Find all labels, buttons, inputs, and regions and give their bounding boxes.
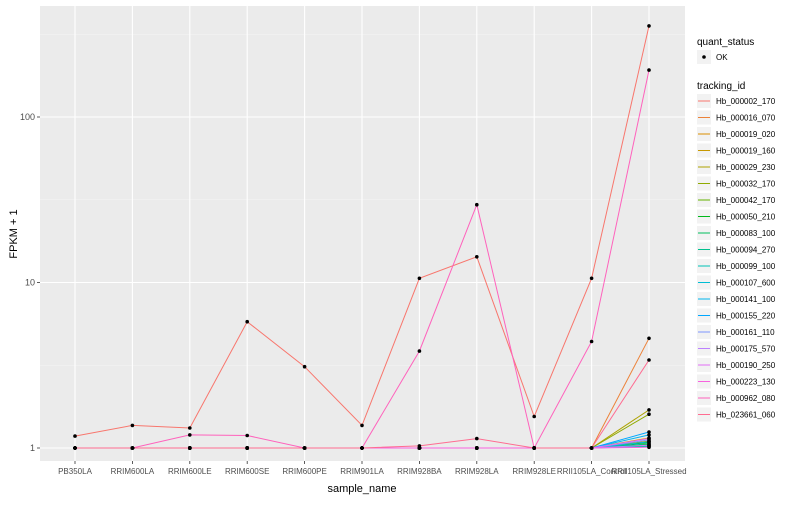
legend-series-label: Hb_000962_080 (716, 394, 776, 403)
legend-series-label: Hb_000032_170 (716, 180, 776, 189)
data-point (360, 423, 364, 428)
data-point (73, 434, 77, 438)
x-tick-label: RRIM928LE (512, 467, 556, 476)
legend-series-label: Hb_000161_110 (716, 328, 775, 337)
legend-series-label: Hb_000141_100 (716, 295, 776, 304)
legend-series-label: Hb_000019_160 (716, 147, 776, 156)
legend-color-entries: Hb_000002_170 Hb_000016_070 Hb_000019_020 H… (697, 94, 776, 422)
data-point (647, 436, 651, 441)
data-point (245, 319, 249, 324)
y-axis-ticks: 1 10 100 (20, 112, 40, 453)
data-point (130, 446, 135, 450)
data-point (647, 430, 651, 434)
legend-series-label: Hb_000019_020 (716, 130, 776, 139)
grid-lines (40, 6, 685, 461)
data-point (188, 433, 192, 437)
data-point (647, 408, 651, 412)
legend-series-label: Hb_000155_220 (716, 312, 776, 321)
legend-shape-label: OK (716, 53, 728, 62)
data-point (589, 339, 594, 344)
x-tick-label: RRIM928LA (455, 467, 499, 476)
x-tick-label: RRIM600PE (282, 467, 326, 476)
legend-color-title: tracking_id (697, 81, 745, 92)
legend-series-label: Hb_000099_100 (716, 262, 776, 271)
legend-series-label: Hb_000223_130 (716, 378, 776, 387)
data-point (647, 336, 651, 341)
data-point (532, 446, 536, 450)
data-point (475, 254, 479, 259)
legend-series-label: Hb_000083_100 (716, 229, 776, 238)
data-points (73, 24, 651, 450)
data-point (245, 446, 249, 450)
data-point (589, 446, 594, 450)
data-point (130, 423, 135, 428)
legend-series-label: Hb_000107_600 (716, 279, 776, 288)
y-tick-label: 100 (20, 112, 35, 122)
data-point (647, 358, 651, 362)
legend-shape-title: quant_status (697, 37, 754, 48)
legend-series-label: Hb_000094_270 (716, 246, 776, 255)
x-axis-title: sample_name (327, 483, 396, 495)
data-point (647, 24, 651, 28)
x-tick-label: RRIM600LE (168, 467, 212, 476)
legend: quant_status OK tracking_id Hb_000002_17… (697, 37, 776, 422)
data-point (532, 414, 536, 419)
legend-series-label: Hb_023661_060 (716, 411, 776, 420)
y-tick-label: 1 (30, 443, 35, 453)
x-tick-label: RRIM901LA (340, 467, 384, 476)
data-point (475, 202, 479, 207)
data-point (417, 444, 422, 448)
x-tick-label: PB350LA (58, 467, 92, 476)
data-point (647, 445, 651, 450)
data-point (360, 446, 364, 450)
data-point (245, 433, 249, 438)
x-axis-ticks: PB350LA RRIM600LA RRIM600LE RRIM600SE RRIM60… (58, 461, 687, 476)
data-point (589, 276, 594, 281)
legend-series-label: Hb_000190_250 (716, 361, 776, 370)
legend-series-label: Hb_000042_170 (716, 196, 776, 205)
data-point (647, 433, 651, 437)
data-point (302, 446, 307, 450)
y-tick-label: 10 (25, 278, 35, 288)
data-point (188, 446, 192, 450)
legend-series-label: Hb_000016_070 (716, 114, 776, 123)
legend-point-key (702, 55, 706, 59)
data-point (73, 446, 77, 450)
data-point (647, 412, 651, 417)
x-tick-label: RRIM600SE (225, 467, 269, 476)
x-tick-label: RRII105LA_Stressed (611, 467, 686, 476)
legend-series-label: Hb_000029_230 (716, 163, 776, 172)
legend-shape-entries: OK (697, 50, 728, 64)
x-tick-label: RRII105LA_Control (557, 467, 627, 476)
legend-series-label: Hb_000050_210 (716, 213, 776, 222)
data-point (188, 426, 192, 430)
data-point (417, 276, 422, 281)
data-point (475, 446, 479, 450)
data-point (417, 349, 422, 353)
y-axis-title: FPKM + 1 (8, 209, 20, 258)
x-tick-label: RRIM600LA (111, 467, 155, 476)
x-tick-label: RRIM928BA (397, 467, 442, 476)
legend-series-label: Hb_000175_570 (716, 345, 776, 354)
data-point (302, 364, 307, 369)
data-point (475, 436, 479, 441)
data-point (647, 68, 651, 72)
legend-series-label: Hb_000002_170 (716, 97, 776, 106)
